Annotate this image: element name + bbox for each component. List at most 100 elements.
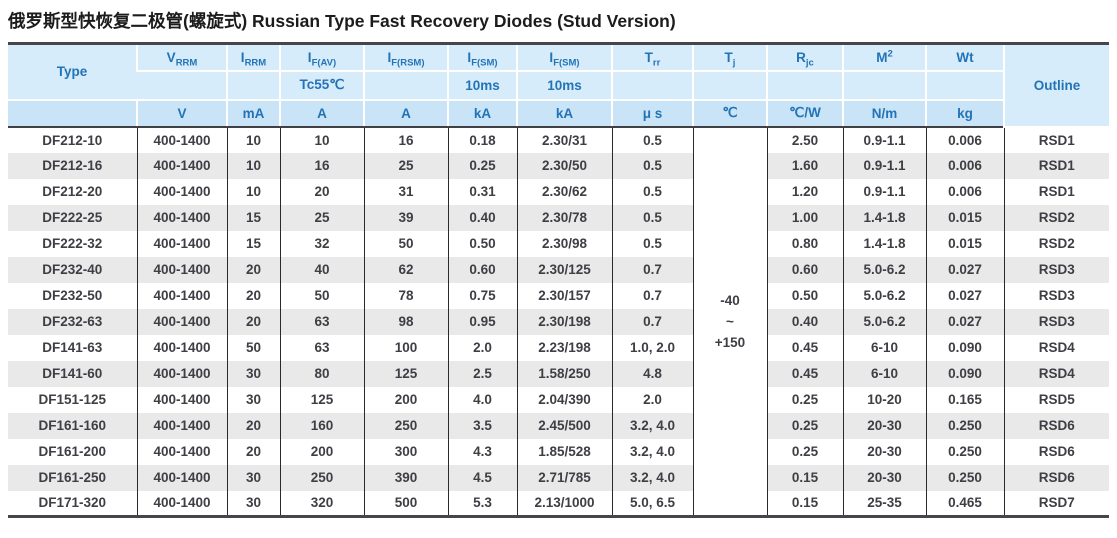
cell-ifrsm: 100: [363, 334, 448, 361]
cell-outline: RSD1: [1003, 178, 1109, 205]
cell-vrrm: 400-1400: [136, 464, 227, 491]
cell-m2: 6-10: [842, 360, 926, 387]
table-row: DF222-25 400-1400 15 25 39 0.40 2.30/78 0.5 1.00…: [8, 204, 1109, 231]
cell-ifsm2: 2.30/125: [516, 256, 612, 283]
cell-vrrm: 400-1400: [136, 152, 227, 179]
table-row: DF161-250 400-1400 30 250 390 4.5 2.71/785 3.2,…: [8, 464, 1109, 491]
cell-ifav: 63: [279, 334, 364, 361]
cell-trr: 0.5: [611, 204, 693, 231]
cell-wt: 0.027: [925, 308, 1004, 335]
cell-ifsm1: 2.0: [447, 334, 517, 361]
cell-vrrm: 400-1400: [136, 412, 227, 439]
condition-cell-rjc: [766, 70, 843, 101]
cell-type: DF222-25: [8, 204, 137, 231]
cell-ifsm2: 2.13/1000: [516, 490, 612, 517]
cell-outline: RSD7: [1003, 490, 1109, 517]
cell-ifsm2: 2.30/98: [516, 230, 612, 257]
cell-outline: RSD6: [1003, 464, 1109, 491]
col-header-m2: M2: [842, 43, 926, 72]
cell-m2: 0.9-1.1: [842, 126, 926, 153]
cell-ifrsm: 98: [363, 308, 448, 335]
cell-type: DF232-40: [8, 256, 137, 283]
cell-m2: 5.0-6.2: [842, 256, 926, 283]
table-row: DF232-63 400-1400 20 63 98 0.95 2.30/198 0.7 0.4…: [8, 308, 1109, 335]
unit-cell-ifsm-1: kA: [447, 99, 517, 128]
cell-wt: 0.027: [925, 282, 1004, 309]
cell-ifsm1: 3.5: [447, 412, 517, 439]
cell-trr: 3.2, 4.0: [611, 464, 693, 491]
cell-ifsm2: 2.30/78: [516, 204, 612, 231]
cell-vrrm: 400-1400: [136, 126, 227, 153]
cell-ifsm2: 2.30/50: [516, 152, 612, 179]
cell-type: DF161-250: [8, 464, 137, 491]
cell-wt: 0.027: [925, 256, 1004, 283]
cell-ifsm2: 2.71/785: [516, 464, 612, 491]
unit-cell-wt: kg: [925, 99, 1004, 128]
cell-ifsm1: 0.31: [447, 178, 517, 205]
unit-cell-ifsm-2: kA: [516, 99, 612, 128]
table-row: DF141-63 400-1400 50 63 100 2.0 2.23/198 1.0, 2…: [8, 334, 1109, 361]
cell-outline: RSD4: [1003, 360, 1109, 387]
col-header-ifav: IF(AV): [279, 43, 364, 72]
tj-range-line3: +150: [714, 334, 746, 350]
cell-rjc: 0.15: [766, 464, 843, 491]
cell-ifrsm: 16: [363, 126, 448, 153]
condition-cell-irrm: [226, 70, 280, 101]
cell-rjc: 0.50: [766, 282, 843, 309]
cell-ifrsm: 31: [363, 178, 448, 205]
cell-m2: 1.4-1.8: [842, 204, 926, 231]
cell-ifrsm: 78: [363, 282, 448, 309]
cell-irrm: 20: [226, 308, 280, 335]
cell-ifav: 250: [279, 464, 364, 491]
cell-wt: 0.006: [925, 152, 1004, 179]
cell-wt: 0.250: [925, 464, 1004, 491]
cell-rjc: 0.60: [766, 256, 843, 283]
unit-cell-vrrm: V: [136, 99, 227, 128]
unit-cell-m2: N/m: [842, 99, 926, 128]
cell-vrrm: 400-1400: [136, 204, 227, 231]
cell-vrrm: 400-1400: [136, 490, 227, 517]
cell-outline: RSD4: [1003, 334, 1109, 361]
cell-ifsm2: 2.30/62: [516, 178, 612, 205]
cell-ifrsm: 250: [363, 412, 448, 439]
cell-type: DF212-20: [8, 178, 137, 205]
table-row: DF232-40 400-1400 20 40 62 0.60 2.30/125 0.7 0.6…: [8, 256, 1109, 283]
cell-ifsm2: 2.30/31: [516, 126, 612, 153]
cell-vrrm: 400-1400: [136, 308, 227, 335]
cell-m2: 6-10: [842, 334, 926, 361]
cell-ifav: 50: [279, 282, 364, 309]
table-row: DF161-160 400-1400 20 160 250 3.5 2.45/500 3.2,…: [8, 412, 1109, 439]
cell-ifrsm: 125: [363, 360, 448, 387]
cell-ifav: 160: [279, 412, 364, 439]
cell-ifsm1: 5.3: [447, 490, 517, 517]
cell-outline: RSD2: [1003, 204, 1109, 231]
table-row: DF212-20 400-1400 10 20 31 0.31 2.30/62 0.5 1.20…: [8, 178, 1109, 205]
unit-cell-trr: μ s: [611, 99, 693, 128]
datasheet-page: 俄罗斯型快恢复二极管(螺旋式) Russian Type Fast Recove…: [8, 8, 1117, 518]
cell-type: DF171-320: [8, 490, 137, 517]
cell-rjc: 1.00: [766, 204, 843, 231]
page-title: 俄罗斯型快恢复二极管(螺旋式) Russian Type Fast Recove…: [8, 8, 1117, 33]
cell-rjc: 0.40: [766, 308, 843, 335]
condition-cell-wt: [925, 70, 1004, 101]
col-header-vrrm: VRRM: [136, 43, 227, 72]
cell-irrm: 30: [226, 490, 280, 517]
col-header-ifrsm: IF(RSM): [363, 43, 448, 72]
cell-ifsm2: 2.30/198: [516, 308, 612, 335]
cell-ifav: 16: [279, 152, 364, 179]
cell-ifav: 125: [279, 386, 364, 413]
cell-rjc: 0.25: [766, 412, 843, 439]
cell-ifsm2: 1.85/528: [516, 438, 612, 465]
table-row: DF212-16 400-1400 10 16 25 0.25 2.30/50 0.5 1.60…: [8, 152, 1109, 179]
diode-spec-table: Type VRRM IRRM IF(AV) IF(RSM) IF(SM) IF(…: [8, 42, 1109, 518]
cell-ifav: 80: [279, 360, 364, 387]
table-body: DF212-10 400-1400 10 10 16 0.18 2.30/31 0.5 -40 ~…: [8, 126, 1109, 517]
cell-ifrsm: 50: [363, 230, 448, 257]
header-row-conditions: Tc55℃ 10ms 10ms: [8, 70, 1109, 101]
cell-trr: 0.5: [611, 230, 693, 257]
cell-ifrsm: 39: [363, 204, 448, 231]
cell-m2: 10-20: [842, 386, 926, 413]
cell-ifsm1: 0.60: [447, 256, 517, 283]
cell-rjc: 0.25: [766, 386, 843, 413]
condition-cell-ifsm-2: 10ms: [516, 70, 612, 101]
